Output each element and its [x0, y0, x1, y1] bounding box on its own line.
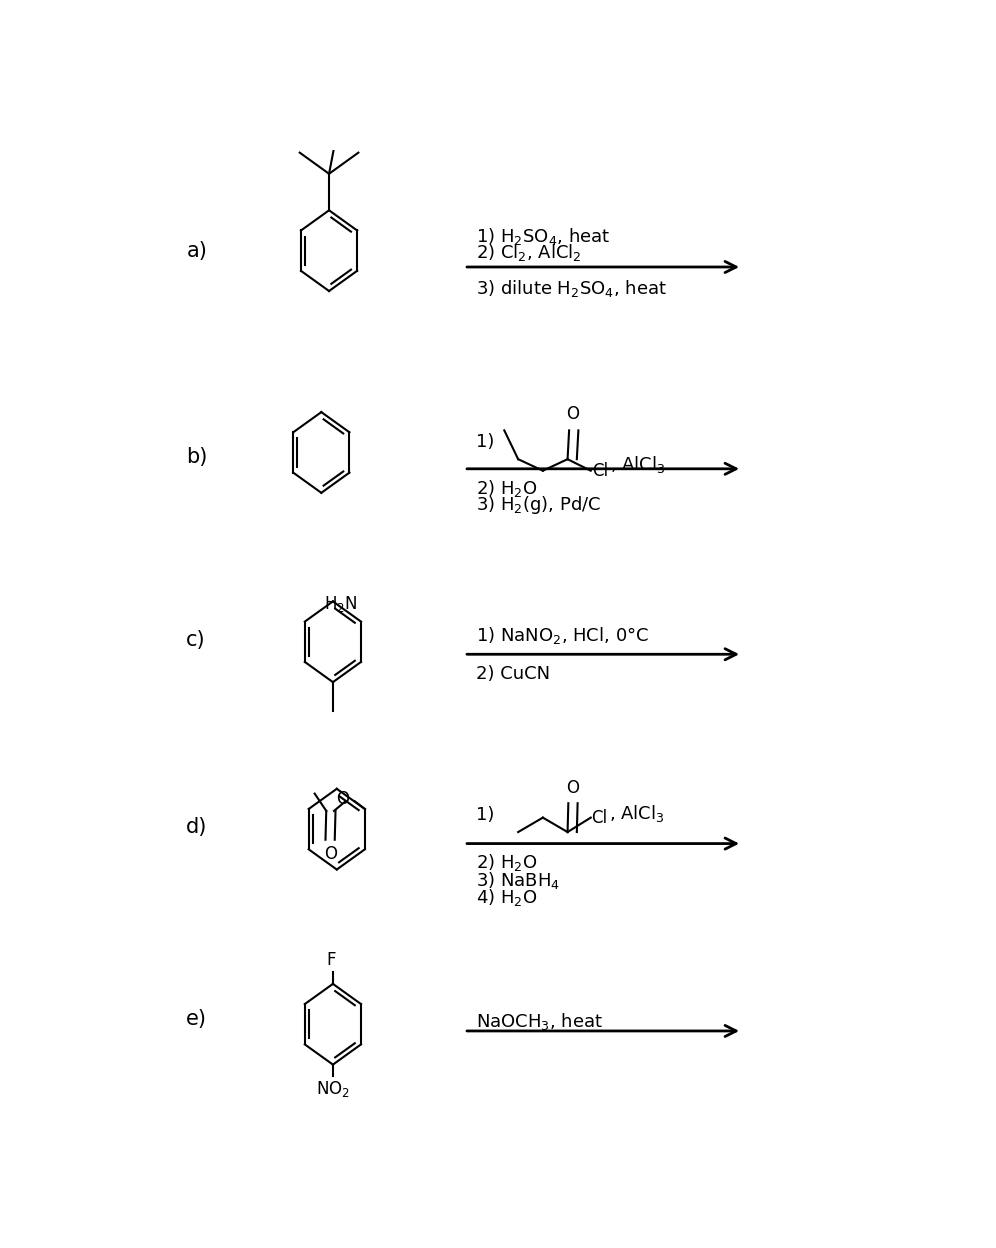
Text: e): e) [186, 1010, 207, 1030]
Text: 3) H$_2$(g), Pd/C: 3) H$_2$(g), Pd/C [476, 494, 601, 517]
Text: Cl: Cl [592, 809, 608, 826]
Text: Cl: Cl [593, 462, 609, 479]
Text: 1): 1) [476, 433, 494, 451]
Text: , AlCl$_3$: , AlCl$_3$ [610, 804, 664, 824]
Text: b): b) [186, 447, 207, 467]
Text: 2) H$_2$O: 2) H$_2$O [476, 478, 537, 498]
Text: 1): 1) [476, 806, 494, 824]
Text: , AlCl$_3$: , AlCl$_3$ [610, 454, 665, 475]
Text: 3) dilute H$_2$SO$_4$, heat: 3) dilute H$_2$SO$_4$, heat [476, 277, 666, 298]
Text: 4) H$_2$O: 4) H$_2$O [476, 887, 537, 907]
Text: 2) CuCN: 2) CuCN [476, 665, 550, 684]
Text: O: O [337, 790, 350, 809]
Text: 2) H$_2$O: 2) H$_2$O [476, 852, 537, 874]
Text: 1) H$_2$SO$_4$, heat: 1) H$_2$SO$_4$, heat [476, 226, 610, 247]
Text: F: F [327, 951, 336, 970]
Text: a): a) [186, 241, 207, 261]
Text: 1) NaNO$_2$, HCl, 0°C: 1) NaNO$_2$, HCl, 0°C [476, 624, 648, 645]
Text: O: O [325, 845, 338, 862]
Text: O: O [566, 404, 579, 423]
Text: H$_2$N: H$_2$N [324, 594, 358, 614]
Text: NO$_2$: NO$_2$ [316, 1080, 350, 1099]
Text: 3) NaBH$_4$: 3) NaBH$_4$ [476, 870, 560, 891]
Text: NaOCH$_3$, heat: NaOCH$_3$, heat [476, 1011, 603, 1032]
Text: d): d) [186, 817, 207, 837]
Text: O: O [566, 780, 579, 797]
Text: c): c) [186, 630, 206, 650]
Text: 2) Cl$_2$, AlCl$_2$: 2) Cl$_2$, AlCl$_2$ [476, 242, 582, 263]
